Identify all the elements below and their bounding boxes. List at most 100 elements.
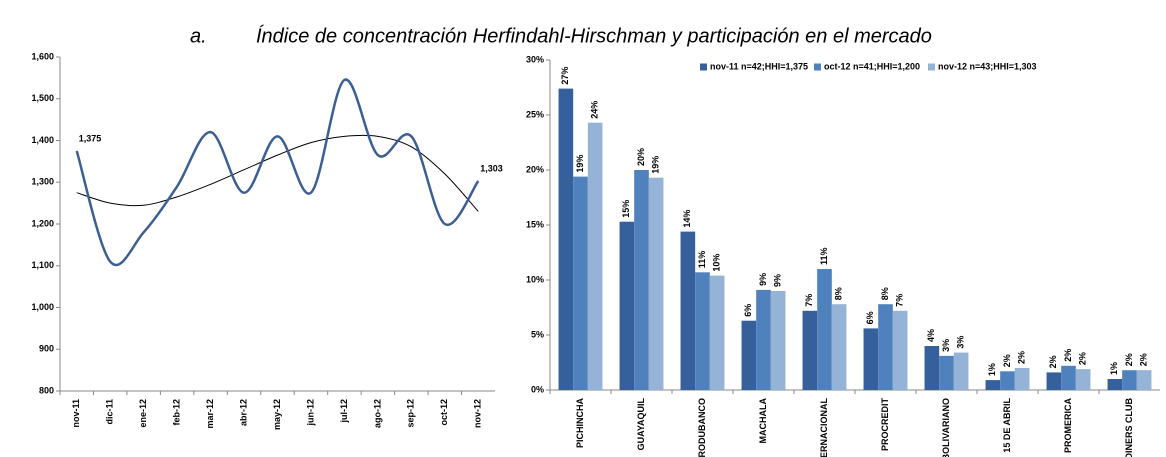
bar <box>756 289 771 390</box>
x-tick-label: INTERNACIONAL <box>819 398 829 457</box>
data-label: 2% <box>1048 355 1058 368</box>
line <box>75 78 480 267</box>
y-tick-label: 800 <box>39 385 54 395</box>
data-label: 1,375 <box>79 133 102 143</box>
data-label: 11% <box>697 251 707 269</box>
x-tick-label: MACHALA <box>758 398 768 444</box>
title-marker: a. <box>190 25 207 47</box>
y-tick-label: 0% <box>531 384 544 394</box>
x-tick-label: jul-12 <box>339 399 349 424</box>
data-label: 6% <box>743 304 753 317</box>
data-label: 3% <box>941 339 951 352</box>
x-tick-label: BOLIVARIANO <box>941 398 951 457</box>
bar <box>648 177 664 390</box>
x-tick-label: 15 DE ABRIL <box>1002 398 1012 453</box>
y-tick-label: 1,400 <box>31 135 54 145</box>
bar <box>1136 370 1152 390</box>
x-tick-label: oct-12 <box>439 399 449 426</box>
bar <box>680 231 696 390</box>
data-label: 15% <box>621 200 631 218</box>
y-tick-label: 1,300 <box>31 177 54 187</box>
legend-swatch <box>928 63 935 71</box>
bar <box>924 346 940 390</box>
x-tick-label: mar-12 <box>205 399 215 429</box>
data-label: 11% <box>819 247 829 265</box>
bar <box>985 380 1001 390</box>
legend-label: nov-11 n=42;HHI=1,375 <box>710 61 808 71</box>
bar <box>619 221 635 390</box>
bar <box>770 291 786 390</box>
bar <box>1000 371 1015 390</box>
x-tick-label: sep-12 <box>406 399 416 428</box>
data-label: 2% <box>1139 353 1149 366</box>
x-tick-label: dic-11 <box>105 399 115 425</box>
y-tick-label: 25% <box>526 109 544 119</box>
y-tick-label: 1,600 <box>31 51 54 61</box>
bar <box>1061 365 1076 390</box>
data-label: 2% <box>1124 353 1134 366</box>
x-tick-label: PRODUBANCO <box>697 398 707 457</box>
bar <box>1075 369 1091 390</box>
bar <box>1107 379 1123 390</box>
title: Índice de concentración Herfindahl-Hirsc… <box>256 24 932 47</box>
y-tick-label: 10% <box>526 274 544 284</box>
data-label: 9% <box>773 274 783 287</box>
x-tick-label: nov-12 <box>473 399 483 428</box>
legend-label: nov-12 n=43;HHI=1,303 <box>938 61 1037 71</box>
x-tick-label: feb-12 <box>171 399 181 426</box>
y-tick-label: 5% <box>531 329 544 339</box>
bar <box>587 122 603 390</box>
data-label: 7% <box>804 294 814 307</box>
bar <box>878 304 893 390</box>
bar <box>1046 372 1062 390</box>
data-label: 3% <box>956 336 966 349</box>
bar <box>634 170 649 390</box>
trend-line <box>76 134 479 212</box>
x-tick-label: PROMERICA <box>1063 398 1073 454</box>
data-label: 8% <box>834 287 844 300</box>
x-tick-label: DINERS CLUB <box>1124 398 1134 457</box>
y-tick-label: 900 <box>39 344 54 354</box>
data-label: 6% <box>865 311 875 324</box>
x-tick-label: PICHINCHA <box>575 398 585 449</box>
x-tick-label: GUAYAQUIL <box>636 398 646 451</box>
x-tick-label: nov-11 <box>71 399 81 428</box>
x-tick-label: abr-12 <box>238 399 248 426</box>
legend-swatch <box>700 63 707 71</box>
data-label: 19% <box>651 156 661 174</box>
bar <box>709 275 725 390</box>
legend-swatch <box>814 63 821 71</box>
data-label: 2% <box>1017 351 1027 364</box>
bar <box>831 304 847 390</box>
x-tick-label: may-12 <box>272 399 282 430</box>
y-tick-label: 30% <box>526 54 544 64</box>
bar <box>558 88 574 390</box>
y-tick-label: 1,000 <box>31 302 54 312</box>
data-label: 9% <box>758 273 768 286</box>
data-label: 4% <box>926 329 936 342</box>
bar <box>953 352 969 390</box>
x-tick-label: ago-12 <box>372 399 382 428</box>
data-label: 2% <box>1002 354 1012 367</box>
y-tick-label: 20% <box>526 164 544 174</box>
data-label: 7% <box>895 294 905 307</box>
y-tick-label: 15% <box>526 219 544 229</box>
data-label: 1% <box>987 363 997 376</box>
data-label: 2% <box>1078 352 1088 365</box>
data-label: 27% <box>560 67 570 85</box>
data-label: 8% <box>880 287 890 300</box>
bar <box>892 310 908 390</box>
y-tick-label: 1,100 <box>31 260 54 270</box>
data-label: 1,303 <box>480 163 503 173</box>
bar <box>939 355 954 390</box>
bar <box>1014 368 1030 390</box>
bar <box>802 310 818 390</box>
data-label: 20% <box>636 148 646 166</box>
bar <box>741 320 757 390</box>
bar <box>573 176 588 390</box>
bar <box>817 269 832 390</box>
data-label: 24% <box>590 101 600 119</box>
legend-label: oct-12 n=41;HHI=1,200 <box>824 61 920 71</box>
y-tick-label: 1,500 <box>31 93 54 103</box>
